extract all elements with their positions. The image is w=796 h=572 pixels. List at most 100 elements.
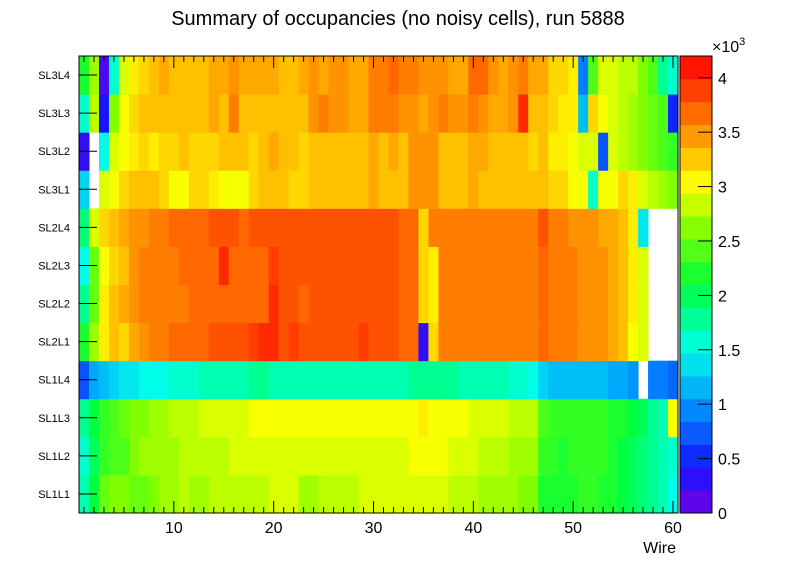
heatmap-cell bbox=[468, 246, 479, 285]
heatmap-cell bbox=[608, 132, 619, 171]
heatmap-cell bbox=[218, 132, 230, 171]
heatmap-cell bbox=[178, 398, 190, 438]
heatmap-cell bbox=[258, 132, 270, 171]
colorbar-tick-label: 2 bbox=[718, 288, 727, 305]
heatmap-cell bbox=[588, 94, 599, 133]
heatmap-cell bbox=[608, 474, 619, 514]
heatmap-cell bbox=[398, 246, 409, 285]
heatmap-cell bbox=[558, 208, 569, 247]
heatmap-cell bbox=[658, 170, 669, 209]
heatmap-cell bbox=[428, 56, 439, 95]
heatmap-cell bbox=[548, 436, 559, 476]
heatmap-cell bbox=[488, 132, 499, 171]
heatmap-cell bbox=[408, 398, 419, 438]
heatmap-cell bbox=[398, 474, 409, 514]
heatmap-cell bbox=[218, 94, 230, 133]
heatmap-cell bbox=[328, 170, 340, 209]
heatmap-cell bbox=[468, 322, 479, 362]
heatmap-cell bbox=[258, 56, 270, 95]
heatmap-cell bbox=[638, 284, 649, 324]
heatmap-cell bbox=[628, 94, 639, 133]
heatmap-cell bbox=[558, 436, 569, 476]
heatmap-cell bbox=[138, 360, 150, 400]
heatmap-cell bbox=[558, 170, 569, 209]
heatmap-cell bbox=[448, 284, 459, 324]
heatmap-cell bbox=[498, 132, 509, 171]
heatmap-cell bbox=[458, 56, 469, 95]
heatmap-cell bbox=[138, 170, 150, 209]
heatmap-cell bbox=[208, 474, 220, 514]
heatmap-cell bbox=[438, 284, 449, 324]
heatmap-cell bbox=[288, 322, 300, 362]
heatmap-cell bbox=[258, 94, 270, 133]
heatmap-cell bbox=[468, 132, 479, 171]
x-tick-label: 60 bbox=[664, 520, 682, 537]
heatmap-cell bbox=[488, 284, 499, 324]
heatmap-cell bbox=[548, 56, 559, 95]
heatmap-cell bbox=[618, 208, 629, 247]
heatmap-cell bbox=[488, 436, 499, 476]
heatmap-cell bbox=[348, 246, 360, 285]
heatmap-cell bbox=[608, 246, 619, 285]
heatmap-cell bbox=[668, 398, 679, 438]
heatmap-cell bbox=[508, 246, 519, 285]
heatmap-cells bbox=[79, 56, 679, 514]
heatmap-cell bbox=[298, 56, 310, 95]
heatmap-cell bbox=[608, 436, 619, 476]
heatmap-cell bbox=[278, 170, 290, 209]
heatmap-cell bbox=[308, 170, 320, 209]
colorbar-band bbox=[680, 375, 712, 400]
heatmap-cell bbox=[628, 398, 639, 438]
heatmap-cell bbox=[418, 474, 429, 514]
heatmap-cell bbox=[618, 132, 629, 171]
heatmap-cell bbox=[118, 436, 130, 476]
heatmap-cell bbox=[548, 322, 559, 362]
heatmap-cell bbox=[348, 322, 360, 362]
heatmap-cell bbox=[638, 56, 649, 95]
colorbar-exponent-base: ×10 bbox=[712, 39, 739, 56]
colorbar-tick-label: 0 bbox=[718, 506, 727, 523]
heatmap-cell bbox=[238, 208, 250, 247]
heatmap-cell bbox=[568, 170, 579, 209]
heatmap-cell bbox=[398, 398, 409, 438]
heatmap-cell bbox=[538, 360, 549, 400]
heatmap-cell bbox=[318, 132, 330, 171]
heatmap-cell bbox=[348, 436, 360, 476]
heatmap-cell bbox=[118, 284, 130, 324]
heatmap-cell bbox=[358, 132, 370, 171]
heatmap-cell bbox=[428, 360, 439, 400]
colorbar-band bbox=[680, 124, 712, 148]
heatmap-cell bbox=[438, 56, 449, 95]
heatmap-cell bbox=[638, 398, 649, 438]
heatmap-cell bbox=[528, 56, 539, 95]
heatmap-cell bbox=[658, 398, 669, 438]
colorbar-frame bbox=[679, 55, 713, 514]
heatmap-cell bbox=[408, 170, 419, 209]
heatmap-cell bbox=[198, 360, 210, 400]
heatmap-cell bbox=[538, 94, 549, 133]
heatmap-cell bbox=[588, 284, 599, 324]
heatmap-cell bbox=[338, 132, 350, 171]
heatmap-cell bbox=[368, 322, 379, 362]
heatmap-cell bbox=[218, 436, 230, 476]
heatmap-cell bbox=[128, 322, 140, 362]
heatmap-cell bbox=[458, 170, 469, 209]
heatmap-cell bbox=[478, 94, 489, 133]
heatmap-cell bbox=[598, 246, 609, 285]
heatmap-cell bbox=[578, 170, 589, 209]
heatmap-cell bbox=[268, 360, 280, 400]
heatmap-cell bbox=[108, 398, 120, 438]
heatmap-cell bbox=[418, 360, 429, 400]
heatmap-cell bbox=[378, 474, 389, 514]
heatmap-cell bbox=[258, 398, 270, 438]
heatmap-cell bbox=[438, 436, 449, 476]
heatmap-cell bbox=[528, 246, 539, 285]
heatmap-cell bbox=[488, 398, 499, 438]
heatmap-cell bbox=[288, 360, 300, 400]
heatmap-cell bbox=[158, 94, 170, 133]
heatmap-cell bbox=[538, 56, 549, 95]
heatmap-cell bbox=[348, 208, 360, 247]
heatmap-cell bbox=[238, 132, 250, 171]
heatmap-cell bbox=[298, 360, 310, 400]
heatmap-cell bbox=[438, 246, 449, 285]
